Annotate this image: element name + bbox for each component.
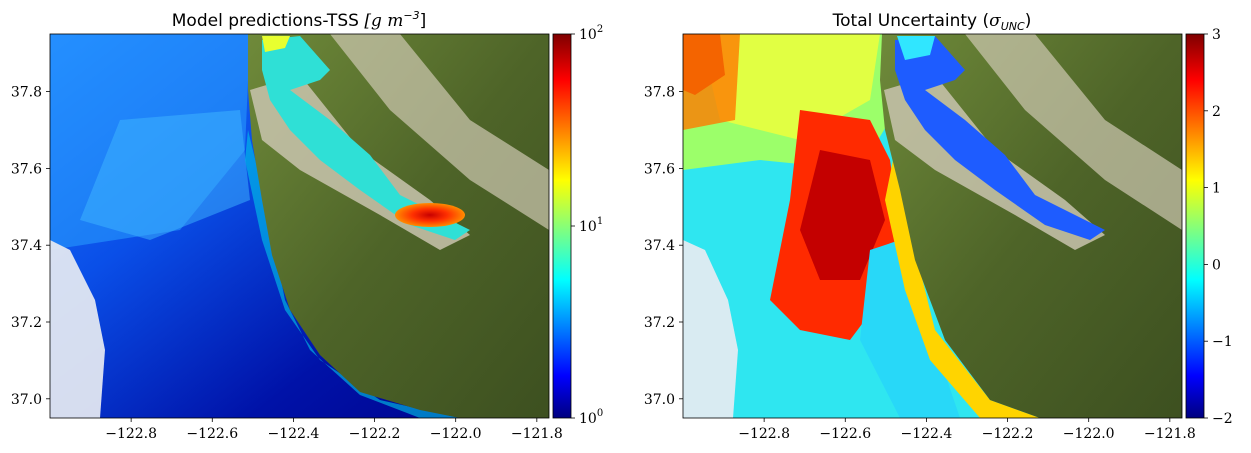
x-tick-label: −122.4 bbox=[901, 426, 953, 442]
colorbar-ticks-tss: 100 101 102 bbox=[571, 24, 603, 427]
x-tick-label: −122.2 bbox=[982, 426, 1034, 442]
x-tick-label: −121.8 bbox=[511, 426, 563, 442]
colorbar-unc bbox=[1185, 33, 1205, 419]
x-tick-label: −122.6 bbox=[186, 426, 238, 442]
x-tick-label: −121.8 bbox=[1144, 426, 1196, 442]
bay-north-yellow bbox=[262, 36, 290, 52]
x-tick-label: −122.4 bbox=[268, 426, 320, 442]
y-axis-unc: 37.8 37.6 37.4 37.2 37.0 bbox=[644, 85, 683, 408]
urban-tss-east bbox=[330, 34, 549, 230]
panel-tss-title: Model predictions-TSS [g m−3] bbox=[172, 9, 426, 31]
x-axis-unc: −122.8 −122.6 −122.4 −122.2 −122.0 −121.8 bbox=[738, 418, 1196, 442]
map-uncertainty bbox=[683, 34, 1182, 418]
colorbar-tss bbox=[552, 33, 572, 419]
panel-uncertainty-title: Total Uncertainty (σUNC) bbox=[832, 11, 1032, 33]
y-tick-label: 37.0 bbox=[11, 392, 42, 408]
panel-tss: Model predictions-TSS [g m−3] −122.8 −122… bbox=[11, 9, 603, 442]
colorbar-tick-label: −2 bbox=[1212, 411, 1233, 427]
unc-darkred-core bbox=[800, 150, 885, 280]
y-tick-label: 37.4 bbox=[644, 238, 675, 254]
colorbar-tick-label: 0 bbox=[1212, 257, 1221, 273]
cloud-unc bbox=[683, 240, 738, 418]
y-tick-label: 37.8 bbox=[11, 85, 42, 101]
x-tick-label: −122.0 bbox=[1063, 426, 1115, 442]
y-tick-label: 37.2 bbox=[644, 315, 675, 331]
x-tick-label: −122.6 bbox=[819, 426, 871, 442]
y-tick-label: 37.2 bbox=[11, 315, 42, 331]
unc-yellow-band bbox=[700, 34, 880, 140]
axes-frame-unc bbox=[682, 33, 1183, 419]
x-tick-label: −122.0 bbox=[430, 426, 482, 442]
colorbar-tick-label: 101 bbox=[579, 216, 603, 235]
bay-high-tss bbox=[395, 203, 465, 227]
urban-unc-east bbox=[965, 34, 1182, 230]
cloud-tss bbox=[50, 240, 105, 418]
colorbar-ticks-unc: 3 2 1 0 −1 −2 bbox=[1204, 27, 1233, 427]
colorbar-tick-label: 3 bbox=[1212, 27, 1221, 43]
x-tick-label: −122.2 bbox=[349, 426, 401, 442]
axes-frame-tss bbox=[49, 33, 550, 419]
unc-orange-edge bbox=[683, 34, 740, 130]
ocean-lightblue-patch bbox=[80, 110, 250, 240]
y-tick-label: 37.4 bbox=[11, 238, 42, 254]
unc-coastal-yellow bbox=[885, 150, 1040, 418]
x-axis-tss: −122.8 −122.6 −122.4 −122.2 −122.0 −121.8 bbox=[105, 418, 563, 442]
y-tick-label: 37.8 bbox=[644, 85, 675, 101]
y-tick-label: 37.0 bbox=[644, 392, 675, 408]
y-tick-label: 37.6 bbox=[11, 161, 42, 177]
x-tick-label: −122.8 bbox=[738, 426, 790, 442]
map-tss bbox=[50, 34, 549, 418]
unc-cyan-strip bbox=[860, 240, 960, 418]
colorbar-tick-label: 102 bbox=[579, 24, 603, 43]
panel-uncertainty: Total Uncertainty (σUNC) −122.8 −122.6 −12… bbox=[644, 11, 1233, 442]
y-axis-tss: 37.8 37.6 37.4 37.2 37.0 bbox=[11, 85, 50, 408]
colorbar-tick-label: −1 bbox=[1212, 334, 1233, 350]
colorbar-tick-label: 100 bbox=[579, 408, 603, 427]
colorbar-tick-label: 1 bbox=[1212, 181, 1221, 197]
x-tick-label: −122.8 bbox=[105, 426, 157, 442]
colorbar-tick-label: 2 bbox=[1212, 104, 1221, 120]
y-tick-label: 37.6 bbox=[644, 161, 675, 177]
bay-unc-cyan bbox=[897, 36, 935, 60]
